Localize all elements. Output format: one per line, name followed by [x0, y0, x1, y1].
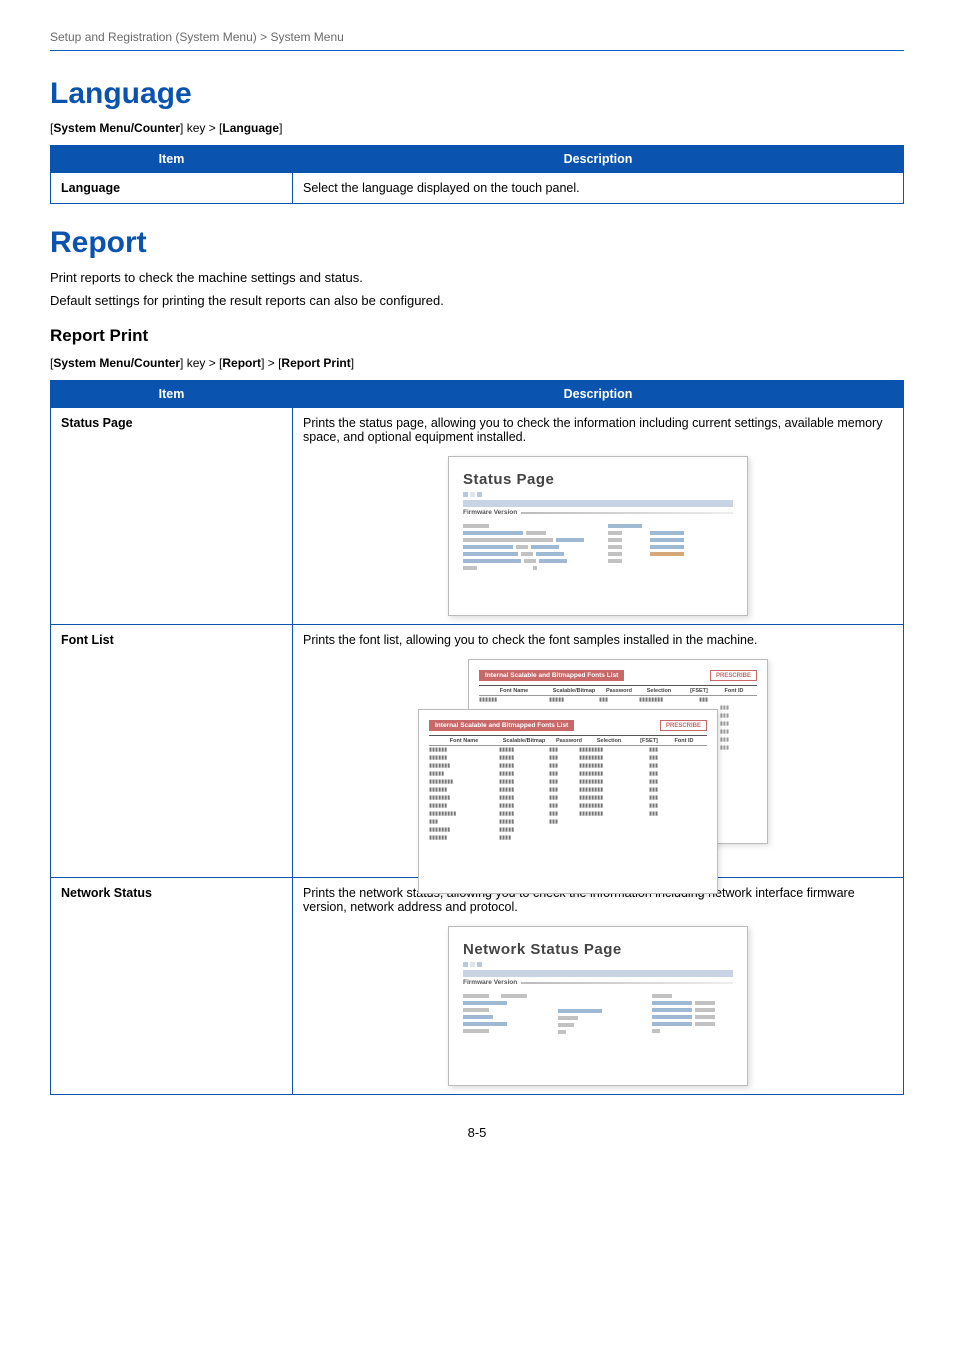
path-segment: System Menu/Counter — [53, 356, 180, 370]
description-text: Prints the status page, allowing you to … — [303, 416, 893, 444]
fontlist-tag: PRESCRIBE — [710, 670, 757, 681]
col: Selection — [639, 688, 679, 694]
firmware-label: Firmware Version — [463, 979, 517, 986]
col: Scalable/Bitmap — [499, 738, 549, 744]
description-cell: Prints the status page, allowing you to … — [293, 408, 904, 625]
fontlist-page-front: Internal Scalable and Bitmapped Fonts Li… — [418, 709, 718, 894]
col: Password — [549, 738, 589, 744]
fontlist-title: Internal Scalable and Bitmapped Fonts Li… — [479, 670, 624, 681]
description-cell: Select the language displayed on the tou… — [293, 173, 904, 204]
item-cell: Network Status — [51, 878, 293, 1095]
col: Font ID — [719, 688, 749, 694]
fontlist-preview: Internal Scalable and Bitmapped Fonts Li… — [418, 659, 778, 869]
path-segment: ] > [ — [261, 356, 281, 370]
preview-title: Network Status Page — [463, 941, 733, 958]
col: Password — [599, 688, 639, 694]
description-cell: Prints the network status, allowing you … — [293, 878, 904, 1095]
page-number: 8-5 — [50, 1125, 904, 1140]
description-text: Prints the font list, allowing you to ch… — [303, 633, 893, 647]
table-row: Network Status Prints the network status… — [51, 878, 904, 1095]
report-intro: Print reports to check the machine setti… — [50, 270, 904, 285]
firmware-label: Firmware Version — [463, 509, 517, 516]
language-heading: Language — [50, 77, 904, 111]
language-table: Item Description Language Select the lan… — [50, 145, 904, 204]
col: Selection — [589, 738, 629, 744]
report-print-heading: Report Print — [50, 326, 904, 346]
fontlist-title: Internal Scalable and Bitmapped Fonts Li… — [429, 720, 574, 731]
report-heading: Report — [50, 226, 904, 260]
status-page-preview: Status Page Firmware Version — [448, 456, 748, 616]
table-row: Status Page Prints the status page, allo… — [51, 408, 904, 625]
table-row: Font List Prints the font list, allowing… — [51, 625, 904, 878]
report-print-table: Item Description Status Page Prints the … — [50, 380, 904, 1095]
path-segment: ] key > [ — [180, 356, 222, 370]
col: Scalable/Bitmap — [549, 688, 599, 694]
path-segment: ] — [279, 121, 282, 135]
table-header-description: Description — [293, 381, 904, 408]
table-header-item: Item — [51, 146, 293, 173]
col: [FSET] — [629, 738, 669, 744]
col: Font ID — [669, 738, 699, 744]
table-header-description: Description — [293, 146, 904, 173]
breadcrumb: Setup and Registration (System Menu) > S… — [50, 30, 904, 51]
item-cell: Font List — [51, 625, 293, 878]
col: Font Name — [429, 738, 499, 744]
description-cell: Prints the font list, allowing you to ch… — [293, 625, 904, 878]
col: Font Name — [479, 688, 549, 694]
path-segment: ] — [351, 356, 354, 370]
path-segment: System Menu/Counter — [53, 121, 180, 135]
path-segment: Report — [222, 356, 261, 370]
item-cell: Status Page — [51, 408, 293, 625]
fontlist-tag: PRESCRIBE — [660, 720, 707, 731]
report-menu-path: [System Menu/Counter] key > [Report] > [… — [50, 356, 904, 370]
table-row: Language Select the language displayed o… — [51, 173, 904, 204]
col: [FSET] — [679, 688, 719, 694]
path-segment: Language — [222, 121, 279, 135]
path-segment: ] key > [ — [180, 121, 222, 135]
language-menu-path: [System Menu/Counter] key > [Language] — [50, 121, 904, 135]
preview-title: Status Page — [463, 471, 733, 488]
report-intro: Default settings for printing the result… — [50, 293, 904, 308]
table-header-item: Item — [51, 381, 293, 408]
network-status-preview: Network Status Page Firmware Version — [448, 926, 748, 1086]
path-segment: Report Print — [281, 356, 350, 370]
item-cell: Language — [51, 173, 293, 204]
